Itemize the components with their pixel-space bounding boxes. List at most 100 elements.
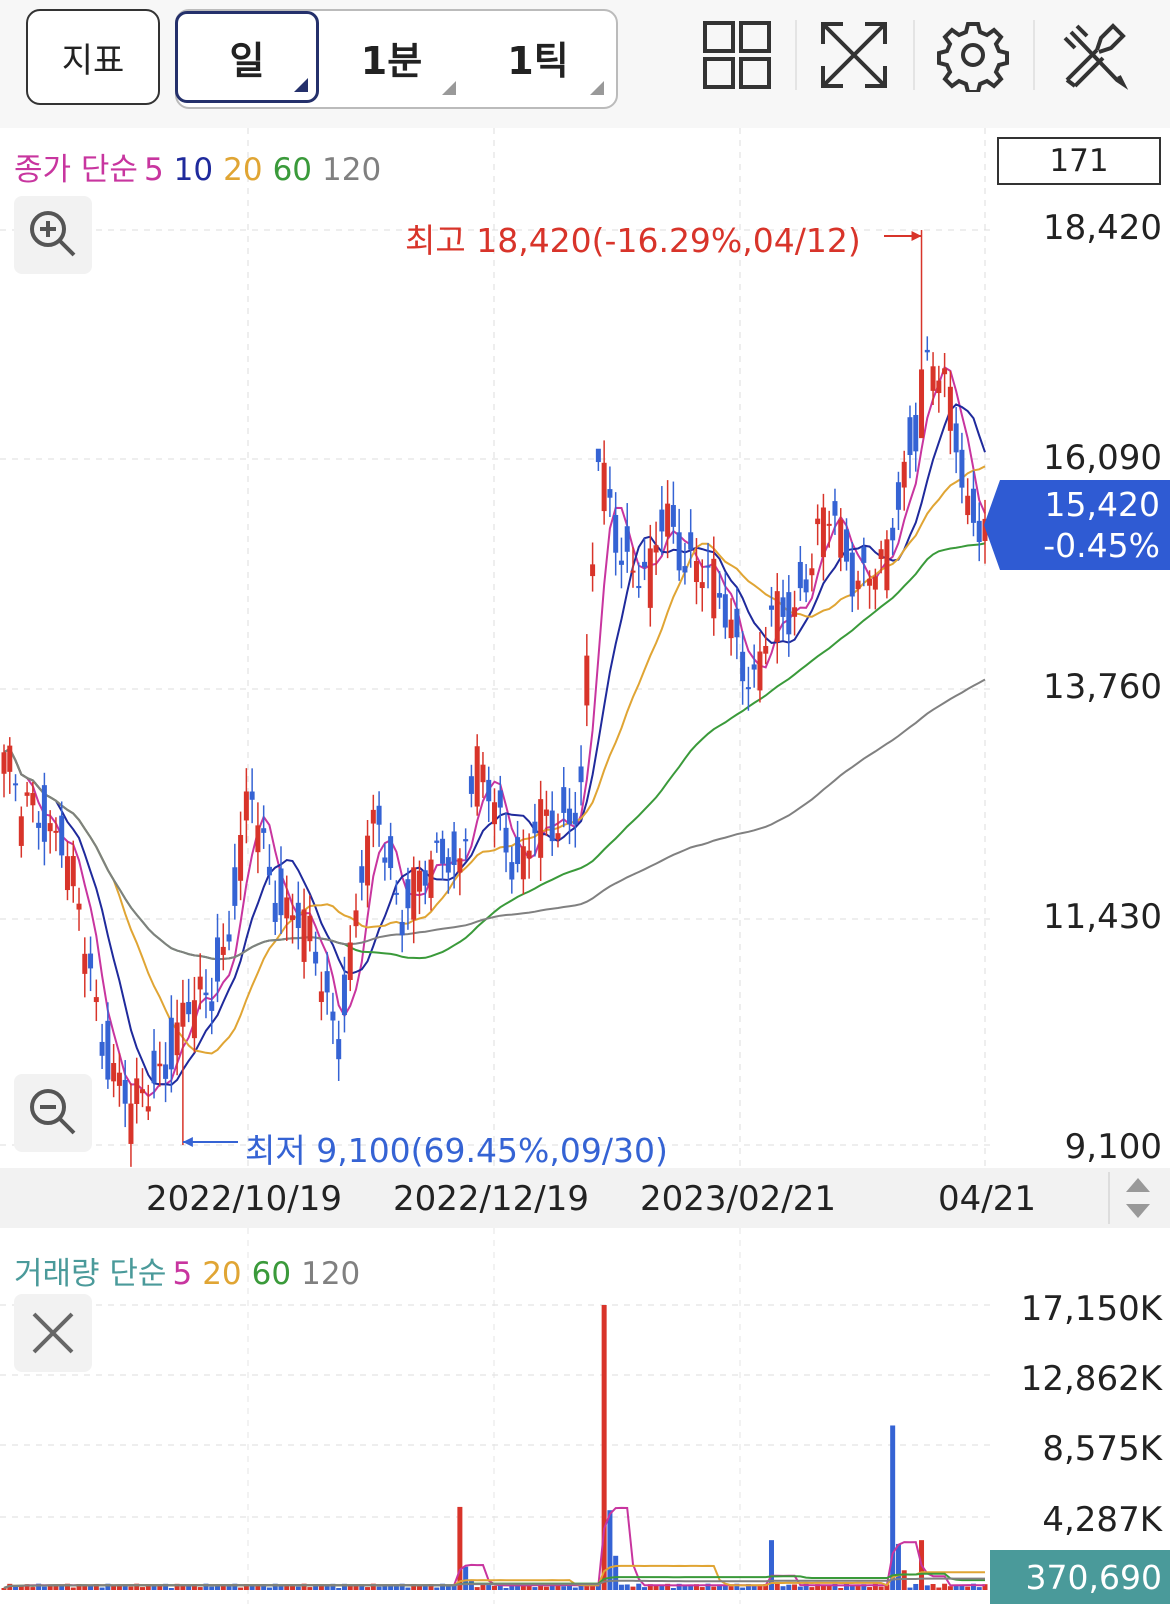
volume-bar	[503, 1587, 509, 1590]
candle-body	[416, 870, 422, 892]
volume-bar	[215, 1584, 221, 1590]
volume-bar	[266, 1587, 272, 1590]
close-volume-panel-button[interactable]	[14, 1294, 92, 1372]
y-tick-label: 18,420	[1043, 208, 1162, 248]
candle-body	[734, 608, 740, 638]
candle-body	[555, 833, 561, 840]
volume-bar	[947, 1586, 953, 1590]
candle-body	[867, 578, 873, 586]
dropdown-corner-icon	[294, 78, 308, 92]
candle-body	[7, 745, 13, 772]
candle-body	[774, 591, 780, 643]
indicator-button[interactable]: 지표	[26, 9, 160, 105]
candle-body	[763, 645, 769, 654]
candle-body	[41, 785, 47, 842]
volume-bar	[139, 1587, 145, 1590]
volume-bar	[618, 1584, 624, 1590]
candle-body	[24, 792, 30, 796]
candle-body	[30, 793, 36, 806]
candle-count-box[interactable]: 171	[997, 137, 1161, 185]
volume-bar	[953, 1584, 959, 1590]
volume-bar	[509, 1583, 515, 1590]
candle-body	[792, 607, 798, 617]
volume-bar	[595, 1583, 601, 1590]
candle-body	[509, 862, 515, 880]
candle-body	[838, 519, 844, 558]
candle-body	[832, 501, 838, 516]
period-daily-tab[interactable]: 일	[175, 11, 319, 103]
volume-bar	[290, 1584, 296, 1590]
volume-bar	[249, 1585, 255, 1590]
current-price: 15,420	[1044, 484, 1160, 524]
zoom-in-button[interactable]	[14, 196, 92, 274]
volume-bar	[186, 1585, 192, 1590]
volume-bar	[163, 1583, 169, 1590]
candle-body	[809, 568, 815, 576]
volume-bar	[867, 1587, 873, 1590]
current-volume-badge: 370,690	[990, 1550, 1170, 1604]
volume-bar	[803, 1583, 809, 1590]
volume-bar	[970, 1583, 976, 1590]
volume-bar	[613, 1555, 619, 1590]
volume-bar	[318, 1585, 324, 1590]
candle-body	[370, 809, 376, 824]
candle-body	[797, 561, 803, 589]
volume-bar	[890, 1425, 896, 1590]
panel-resize-handle[interactable]	[1108, 1172, 1166, 1224]
candle-body	[255, 825, 261, 853]
fullscreen-icon[interactable]	[817, 18, 891, 92]
candle-body	[745, 687, 751, 690]
candle-body	[803, 579, 809, 593]
candle-body	[538, 799, 544, 858]
candle-body	[347, 942, 353, 980]
candle-body	[105, 1020, 111, 1080]
vol-tick-label: 12,862K	[1020, 1359, 1162, 1399]
volume-bar	[642, 1587, 648, 1590]
candle-body	[826, 523, 832, 526]
low-arrow-head	[182, 1137, 193, 1147]
y-tick-label: 16,090	[1043, 438, 1162, 478]
candle-body	[474, 746, 480, 807]
period-1min-tab[interactable]: 1분	[319, 11, 464, 103]
legend-ma120: 120	[322, 152, 382, 188]
candle-body	[53, 830, 59, 833]
candle-body	[180, 1002, 186, 1027]
candle-body	[376, 805, 382, 825]
tools-icon[interactable]	[1057, 18, 1131, 92]
volume-bar	[786, 1584, 792, 1590]
candle-body	[174, 1022, 180, 1056]
volume-bar	[405, 1587, 411, 1590]
volume-bar	[693, 1584, 699, 1590]
volume-bar	[457, 1506, 463, 1590]
date-tick-label: 2022/10/19	[146, 1179, 342, 1219]
candle-body	[47, 823, 53, 832]
candle-body	[768, 605, 774, 610]
volume-bar	[36, 1583, 42, 1590]
candle-body	[526, 850, 532, 859]
candle-body	[486, 779, 492, 802]
grid-layout-icon[interactable]	[700, 18, 774, 92]
volume-bar	[168, 1588, 174, 1590]
date-axis	[0, 1168, 1170, 1228]
zoom-out-button[interactable]	[14, 1074, 92, 1152]
settings-gear-icon[interactable]	[936, 18, 1010, 92]
candle-body	[341, 974, 347, 1016]
candle-body	[913, 414, 919, 452]
candle-body	[457, 858, 463, 873]
candle-body	[411, 867, 417, 920]
candle-body	[757, 651, 763, 691]
volume-bar	[76, 1583, 82, 1590]
y-tick-label: 13,760	[1043, 667, 1162, 707]
volume-bar	[630, 1586, 636, 1590]
candle-body	[849, 552, 855, 597]
candle-body	[970, 488, 976, 523]
volume-bar	[492, 1585, 497, 1590]
volume-bar	[520, 1585, 526, 1590]
low-annotation: 최저 9,100(69.45%,09/30)	[245, 1131, 668, 1170]
toolbar-divider	[913, 20, 915, 90]
candle-body	[324, 971, 330, 993]
volume-bar	[601, 1305, 607, 1590]
period-1tick-tab[interactable]: 1틱	[464, 11, 612, 103]
volume-bar	[122, 1584, 128, 1590]
